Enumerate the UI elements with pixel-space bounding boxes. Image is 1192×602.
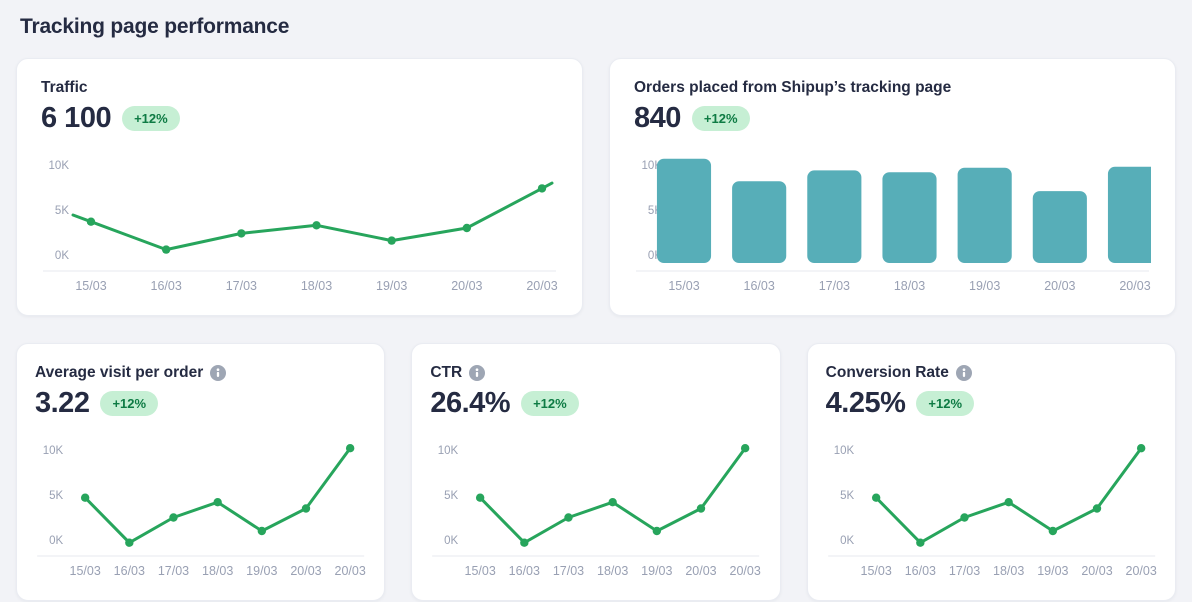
card-header: Traffic: [41, 79, 558, 97]
svg-text:19/03: 19/03: [376, 279, 407, 293]
svg-text:20/03: 20/03: [1044, 279, 1075, 293]
svg-text:19/03: 19/03: [642, 564, 673, 578]
svg-text:20/03: 20/03: [1119, 279, 1150, 293]
svg-text:18/03: 18/03: [597, 564, 628, 578]
svg-text:18/03: 18/03: [894, 279, 925, 293]
svg-text:20/03: 20/03: [730, 564, 761, 578]
metric-row: 6 100 +12%: [41, 102, 558, 135]
conversion-rate-line-chart: 0K 5K 10K 15/03 16/03 17/03 18/03 19/03 20/03 20/…: [827, 444, 1157, 578]
card-conversion-rate: Conversion Rate 4.25% +12% 0K 5K 10K 15/03 1…: [806, 343, 1176, 601]
svg-text:5K: 5K: [55, 205, 69, 217]
metric-value: 840: [634, 102, 681, 134]
metric-value: 4.25%: [825, 387, 906, 419]
trend-badge: +12%: [122, 106, 180, 131]
card-title: Conversion Rate: [825, 364, 949, 381]
svg-text:20/03: 20/03: [1125, 564, 1156, 578]
trend-badge: +12%: [100, 391, 159, 416]
svg-text:5K: 5K: [49, 490, 63, 502]
metric-row: 3.22 +12%: [35, 387, 366, 420]
card-title: CTR: [430, 364, 463, 381]
svg-text:10K: 10K: [438, 445, 459, 457]
svg-text:18/03: 18/03: [993, 564, 1024, 578]
svg-text:15/03: 15/03: [75, 279, 106, 293]
svg-text:15/03: 15/03: [465, 564, 496, 578]
card-traffic: Traffic 6 100 +12% 0K 5K 10K 15/03 16/03 17/0…: [16, 58, 583, 316]
metric-row: 26.4% +12%: [430, 387, 761, 420]
card-average-visit-per-order: Average visit per order 3.22 +12% 0K 5K 10…: [16, 343, 386, 601]
card-title: Orders placed from Shipup’s tracking pag…: [634, 79, 952, 96]
svg-text:20/03: 20/03: [526, 279, 557, 293]
svg-text:19/03: 19/03: [969, 279, 1000, 293]
metric-value: 3.22: [35, 387, 90, 419]
svg-text:18/03: 18/03: [202, 564, 233, 578]
metric-row: 840 +12%: [634, 102, 1151, 135]
trend-badge: +12%: [521, 391, 579, 416]
svg-text:10K: 10K: [43, 445, 64, 457]
card-header: Average visit per order: [35, 364, 366, 382]
svg-text:16/03: 16/03: [744, 279, 775, 293]
trend-badge: +12%: [916, 391, 975, 416]
trend-badge: +12%: [691, 106, 750, 131]
svg-text:20/03: 20/03: [1081, 564, 1112, 578]
svg-text:0K: 0K: [840, 535, 854, 547]
svg-text:19/03: 19/03: [1037, 564, 1068, 578]
svg-text:20/03: 20/03: [686, 564, 717, 578]
svg-text:10K: 10K: [49, 160, 70, 172]
card-ctr: CTR 26.4% +12% 0K 5K 10K 15/03 16/03 17/03 18/…: [411, 343, 781, 601]
page-title: Tracking page performance: [20, 15, 290, 38]
traffic-line-chart: 0K 5K 10K 15/03 16/03 17/03 18/03 19/03 20/03 20/…: [43, 160, 558, 293]
svg-text:20/03: 20/03: [451, 279, 482, 293]
svg-text:17/03: 17/03: [226, 279, 257, 293]
svg-text:19/03: 19/03: [246, 564, 277, 578]
svg-text:10K: 10K: [833, 445, 854, 457]
svg-text:16/03: 16/03: [904, 564, 935, 578]
card-title: Average visit per order: [35, 364, 204, 381]
card-header: Orders placed from Shipup’s tracking pag…: [634, 79, 1151, 97]
svg-text:15/03: 15/03: [860, 564, 891, 578]
svg-text:17/03: 17/03: [949, 564, 980, 578]
dashboard-page: Tracking page performance Traffic 6 100 …: [0, 15, 1192, 601]
svg-text:0K: 0K: [49, 535, 63, 547]
top-card-row: Traffic 6 100 +12% 0K 5K 10K 15/03 16/03 17/0…: [16, 58, 1176, 316]
svg-text:5K: 5K: [840, 490, 854, 502]
metric-value: 26.4%: [430, 387, 511, 419]
svg-text:17/03: 17/03: [158, 564, 189, 578]
svg-text:15/03: 15/03: [668, 279, 699, 293]
average-visit-line-chart: 0K 5K 10K 15/03 16/03 17/03 18/03 19/03 20/03 20/…: [37, 444, 366, 578]
metric-value: 6 100: [41, 102, 112, 134]
bottom-card-row: Average visit per order 3.22 +12% 0K 5K 10…: [16, 343, 1176, 601]
card-title: Traffic: [41, 79, 88, 96]
svg-text:20/03: 20/03: [290, 564, 321, 578]
svg-text:0K: 0K: [55, 250, 69, 262]
ctr-line-chart: 0K 5K 10K 15/03 16/03 17/03 18/03 19/03 20/03 20/…: [432, 444, 761, 578]
svg-text:16/03: 16/03: [151, 279, 182, 293]
svg-text:16/03: 16/03: [114, 564, 145, 578]
info-icon[interactable]: [955, 365, 972, 381]
info-icon[interactable]: [210, 365, 227, 381]
svg-text:18/03: 18/03: [301, 279, 332, 293]
card-header: CTR: [430, 364, 761, 382]
card-header: Conversion Rate: [826, 364, 1157, 382]
metric-row: 4.25% +12%: [826, 387, 1157, 420]
svg-text:17/03: 17/03: [553, 564, 584, 578]
svg-text:5K: 5K: [444, 490, 458, 502]
svg-text:17/03: 17/03: [819, 279, 850, 293]
card-orders: Orders placed from Shipup’s tracking pag…: [609, 58, 1176, 316]
svg-text:0K: 0K: [444, 535, 458, 547]
svg-text:15/03: 15/03: [70, 564, 101, 578]
svg-text:16/03: 16/03: [509, 564, 540, 578]
info-icon[interactable]: [469, 365, 486, 381]
svg-text:20/03: 20/03: [335, 564, 366, 578]
